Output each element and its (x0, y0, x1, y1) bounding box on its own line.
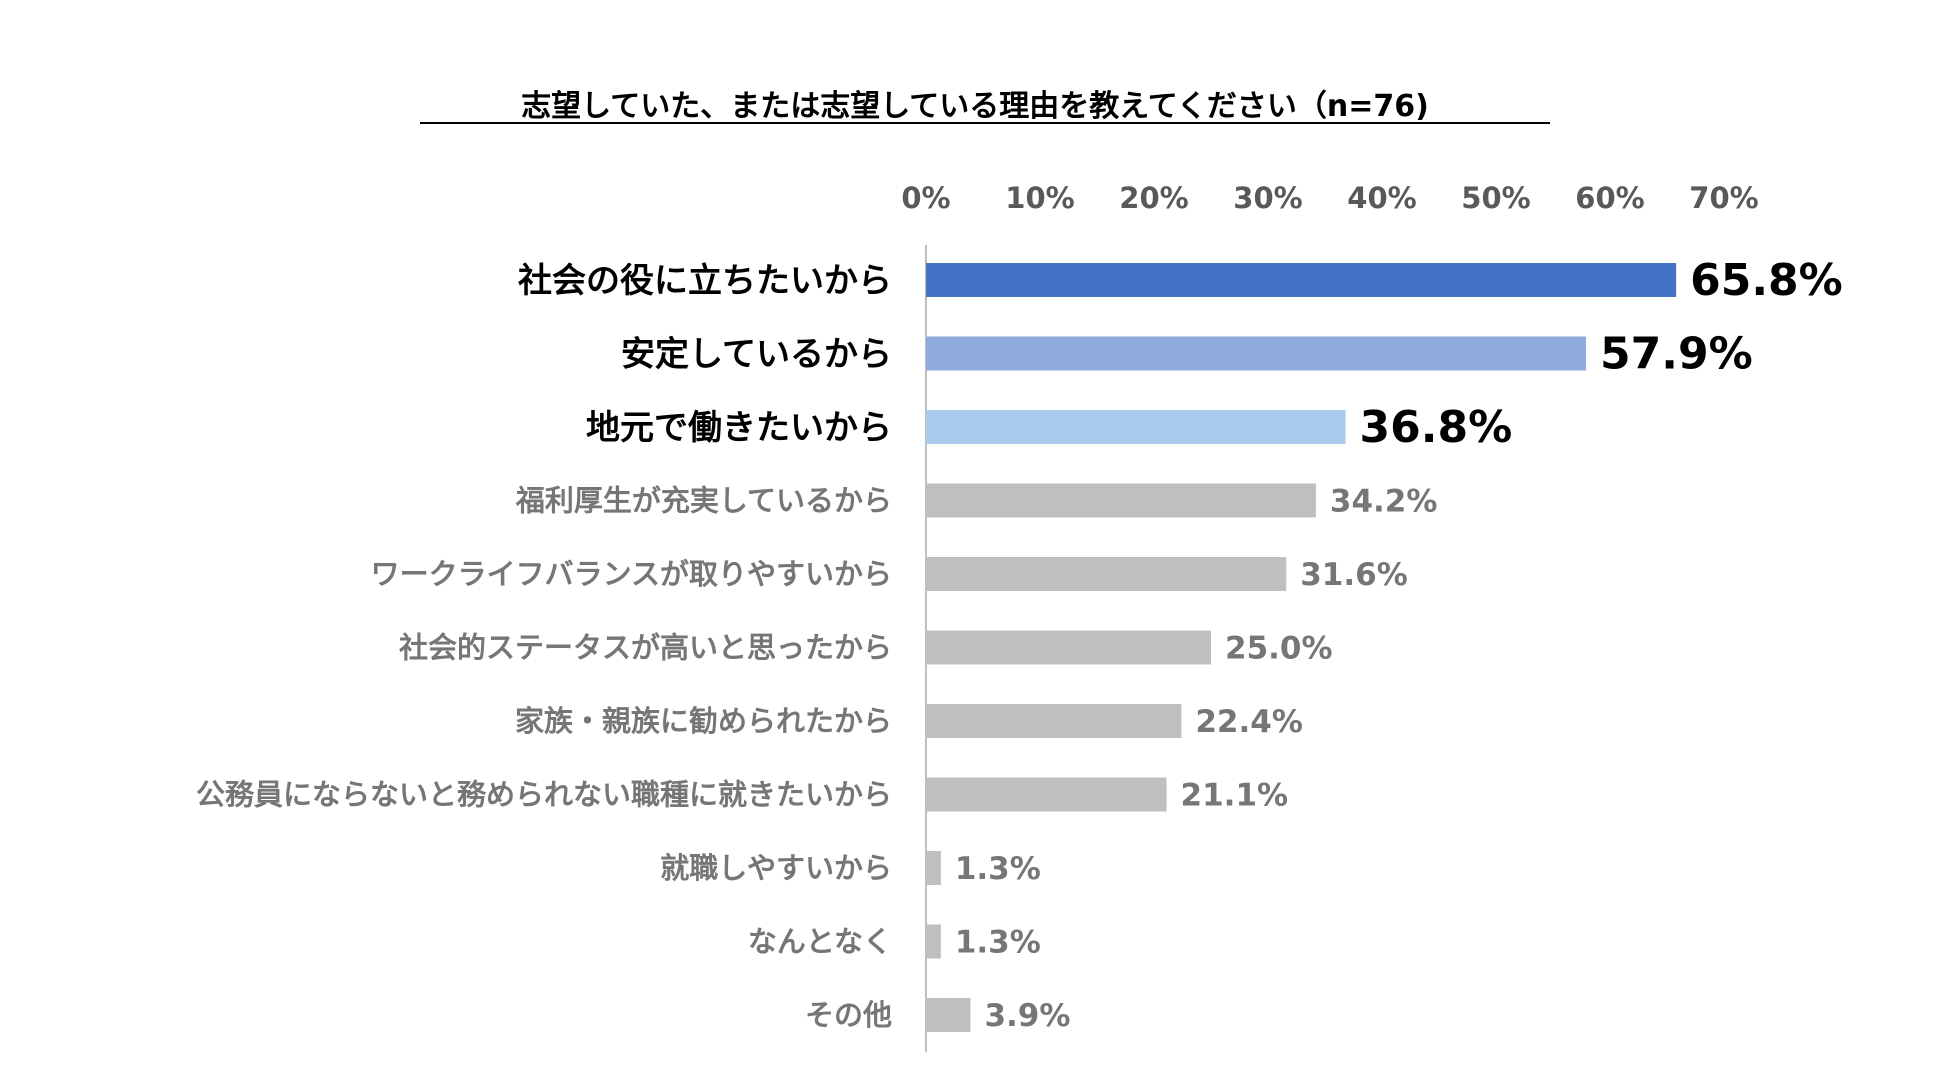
value-label: 65.8% (1690, 255, 1843, 306)
category-label: 社会の役に立ちたいから (518, 261, 892, 301)
value-label: 36.8% (1360, 402, 1513, 453)
bar (926, 924, 941, 959)
bar-row: 家族・親族に勧められたから 22.4% (515, 704, 1303, 740)
x-tick-label: 70% (1689, 181, 1758, 215)
value-label: 1.3% (955, 925, 1041, 961)
category-label: ワークライフバランスが取りやすいから (371, 557, 892, 591)
bar (926, 336, 1587, 371)
category-label: 家族・親族に勧められたから (515, 704, 892, 738)
category-label: 就職しやすいから (660, 851, 892, 885)
bar-row: その他 3.9% (805, 998, 1070, 1034)
x-tick-label: 10% (1005, 181, 1074, 215)
value-label: 31.6% (1300, 557, 1408, 593)
category-label: その他 (805, 998, 892, 1032)
bar (926, 851, 941, 885)
value-label: 57.9% (1600, 329, 1753, 380)
bar (926, 630, 1211, 665)
bar (926, 410, 1346, 444)
bar-row: 社会の役に立ちたいから 65.8% (518, 255, 1843, 306)
x-tick-label: 30% (1233, 181, 1302, 215)
value-label: 25.0% (1225, 631, 1333, 667)
category-label: 安定しているから (621, 335, 892, 375)
bar (926, 704, 1182, 738)
bar-row: 地元で働きたいから 36.8% (586, 402, 1512, 453)
bar-row: 公務員にならないと務められない職種に就きたいから 21.1% (196, 777, 1289, 814)
bar-row: ワークライフバランスが取りやすいから 31.6% (371, 557, 1408, 593)
value-label: 34.2% (1330, 484, 1438, 520)
bar (926, 557, 1287, 591)
x-tick-label: 40% (1347, 181, 1416, 215)
bar-row: 福利厚生が充実しているから 34.2% (515, 483, 1438, 520)
x-axis-ticks: 0% 10% 20% 30% 40% 50% 60% 70% (901, 181, 1758, 215)
x-tick-label: 50% (1461, 181, 1530, 215)
chart-title: 志望していた、または志望している理由を教えてください（n=76) (521, 89, 1429, 124)
category-label: 公務員にならないと務められない職種に就きたいから (196, 778, 892, 812)
value-label: 3.9% (984, 998, 1070, 1034)
category-label: 福利厚生が充実しているから (515, 484, 892, 518)
value-label: 21.1% (1181, 778, 1289, 814)
bar (926, 263, 1677, 297)
category-label: 社会的ステータスが高いと思ったから (399, 631, 892, 665)
category-label: 地元で働きたいから (586, 408, 892, 448)
value-label: 22.4% (1195, 704, 1303, 740)
bar-row: なんとなく 1.3% (748, 924, 1041, 961)
x-tick-label: 20% (1119, 181, 1188, 215)
bar-row: 安定しているから 57.9% (621, 329, 1753, 380)
x-tick-label: 0% (901, 181, 950, 215)
bar-row: 社会的ステータスが高いと思ったから 25.0% (399, 630, 1333, 667)
bars-group: 社会の役に立ちたいから 65.8% 安定しているから 57.9% 地元で働きたいから 36… (196, 255, 1843, 1034)
value-label: 1.3% (955, 851, 1041, 887)
bar (926, 483, 1316, 518)
x-tick-label: 60% (1575, 181, 1644, 215)
bar-row: 就職しやすいから 1.3% (660, 851, 1041, 887)
category-label: なんとなく (748, 925, 892, 959)
bar (926, 777, 1167, 812)
bar (926, 998, 971, 1032)
